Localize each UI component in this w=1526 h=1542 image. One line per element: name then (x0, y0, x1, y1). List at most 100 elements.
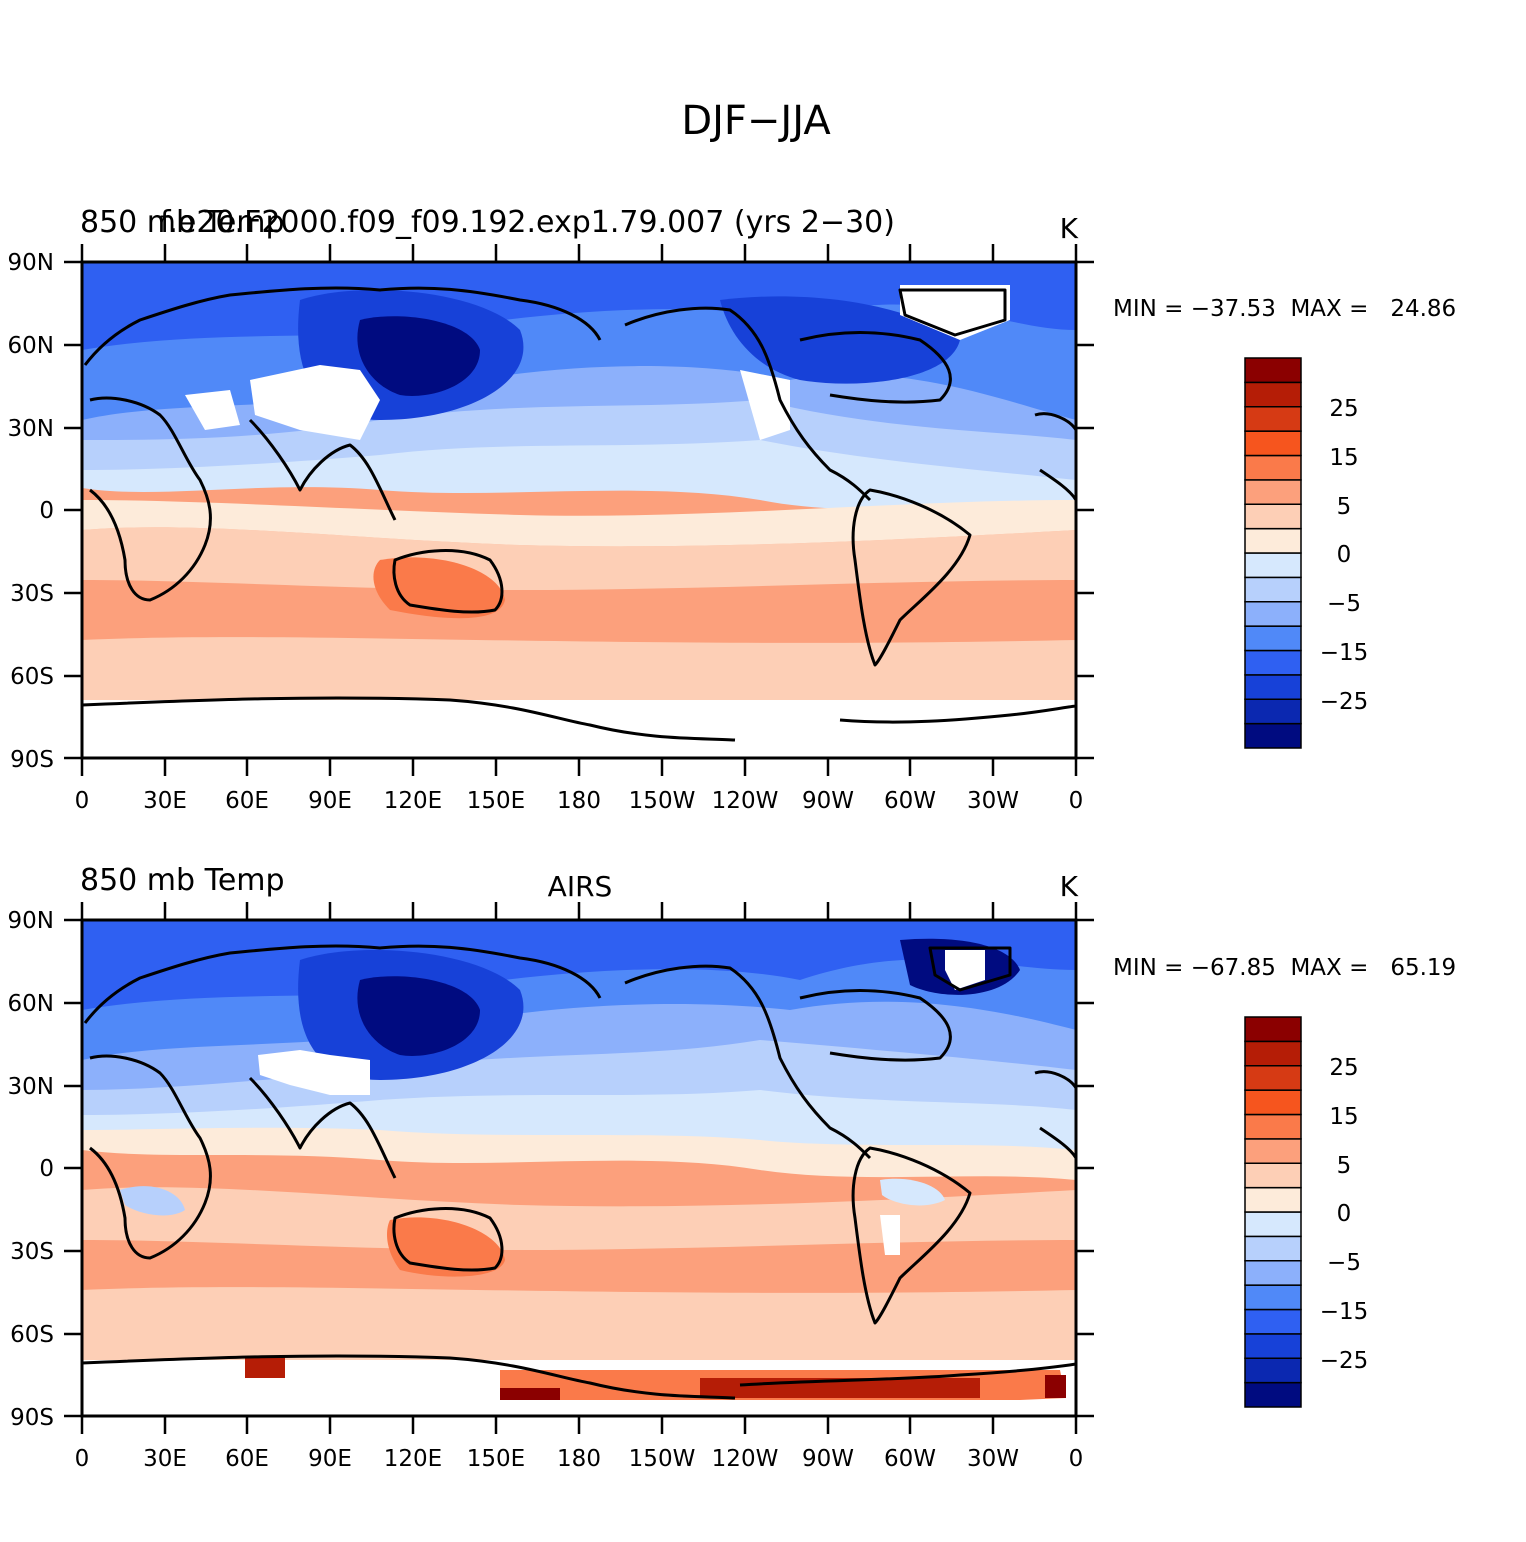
lon-tick-label: 0 (75, 1446, 90, 1472)
lon-tick-label: 150W (629, 788, 696, 814)
colorbar-swatch (1244, 1138, 1302, 1164)
panel-2-min-max: MIN = −67.85 MAX = 65.19 (1113, 955, 1456, 981)
panel-2-lon-axis: 0 30E 60E 90E 120E 150E 180 150W 120W 90… (75, 1446, 1084, 1472)
colorbar-swatch (1244, 1381, 1302, 1408)
colorbar-swatch (1244, 430, 1302, 457)
colorbar-swatch (1244, 406, 1302, 432)
panel-1-left-title: 850 mb Temp (80, 205, 285, 240)
colorbar-swatch (1244, 1308, 1302, 1335)
colorbar-swatch (1244, 1284, 1302, 1311)
lon-tick-label: 180 (557, 788, 601, 814)
colorbar-swatch (1244, 1016, 1302, 1043)
colorbar-label: 25 (1329, 396, 1358, 422)
colorbar-swatch (1244, 527, 1302, 554)
lon-tick-label: 60E (225, 1446, 269, 1472)
lon-tick-label: 90W (802, 1446, 854, 1472)
panel-2-ticks (64, 902, 1094, 1434)
panel-2-left-title: 850 mb Temp (80, 863, 285, 898)
panel-1-contour-field (82, 262, 1076, 758)
lon-tick-label: 120E (384, 1446, 442, 1472)
lat-tick-label: 90S (10, 1405, 54, 1431)
panel-1-ticks (64, 244, 1094, 776)
panel-2-colorbar: 25 15 5 0 −5 −15 −25 (1244, 1016, 1369, 1408)
panel-model: 850 mb Temp f.e20.F2000.f09_f09.192.exp1… (8, 205, 1457, 814)
colorbar-swatch (1244, 1260, 1302, 1286)
panel-1-units: K (1060, 212, 1079, 245)
lat-tick-label: 60S (10, 664, 54, 690)
colorbar-swatch (1244, 357, 1302, 384)
colorbar-swatch (1244, 1089, 1302, 1116)
lat-tick-label: 90S (10, 747, 54, 773)
lat-tick-label: 60S (10, 1322, 54, 1348)
lon-tick-label: 30E (143, 788, 187, 814)
colorbar-swatch (1244, 1113, 1302, 1140)
lat-tick-label: 60N (8, 991, 54, 1017)
colorbar-label: 25 (1329, 1055, 1358, 1081)
lat-tick-label: 0 (39, 1156, 54, 1182)
lat-tick-label: 30S (10, 1239, 54, 1265)
colorbar-swatch (1244, 625, 1302, 652)
lon-tick-label: 60W (884, 1446, 936, 1472)
colorbar-swatch (1244, 649, 1302, 676)
colorbar-label: −25 (1320, 1348, 1369, 1374)
colorbar-swatch (1244, 722, 1302, 749)
panel-1-lon-axis: 0 30E 60E 90E 120E 150E 180 150W 120W 90… (75, 788, 1084, 814)
colorbar-swatch (1244, 1186, 1302, 1213)
panel-1-overlay-title: f.e20.F2000.f09_f09.192.exp1.79.007 (yrs… (160, 205, 895, 240)
colorbar-label: 0 (1337, 542, 1352, 568)
colorbar-label: 15 (1329, 445, 1358, 471)
lon-tick-label: 30E (143, 1446, 187, 1472)
panel-1-lat-axis: 90N 60N 30N 0 30S 60S 90S (8, 250, 54, 773)
colorbar-swatch (1244, 698, 1302, 725)
colorbar-label: 0 (1337, 1201, 1352, 1227)
panel-1-min-max: MIN = −37.53 MAX = 24.86 (1113, 296, 1456, 322)
colorbar-swatch (1244, 1211, 1302, 1238)
lon-tick-label: 150E (467, 1446, 525, 1472)
panel-2-contour-field (82, 920, 1076, 1416)
colorbar-label: −15 (1320, 640, 1369, 666)
lat-tick-label: 30N (8, 416, 54, 442)
colorbar-label: 5 (1337, 1153, 1352, 1179)
lon-tick-label: 150E (467, 788, 525, 814)
colorbar-label: −5 (1327, 591, 1361, 617)
colorbar-label: 5 (1337, 494, 1352, 520)
lon-tick-label: 90E (308, 1446, 352, 1472)
figure-title: DJF−JJA (681, 98, 831, 144)
lon-tick-label: 0 (75, 788, 90, 814)
colorbar-swatch (1244, 479, 1302, 505)
colorbar-label: 15 (1329, 1104, 1358, 1130)
lon-tick-label: 0 (1069, 1446, 1084, 1472)
colorbar-swatch (1244, 552, 1302, 579)
colorbar-swatch (1244, 674, 1302, 700)
colorbar-label: −25 (1320, 689, 1369, 715)
lon-tick-label: 0 (1069, 788, 1084, 814)
colorbar-swatch (1244, 1065, 1302, 1091)
panel-2-units: K (1060, 870, 1079, 903)
lat-tick-label: 90N (8, 250, 54, 276)
colorbar-label: −15 (1320, 1299, 1369, 1325)
colorbar-swatch (1244, 503, 1302, 530)
panel-1-colorbar: 25 15 5 0 −5 −15 −25 (1244, 357, 1369, 749)
lon-tick-label: 120W (712, 1446, 779, 1472)
colorbar-swatch (1244, 1162, 1302, 1189)
colorbar-swatch (1244, 1235, 1302, 1262)
lat-tick-label: 30N (8, 1074, 54, 1100)
lon-tick-label: 30W (967, 788, 1019, 814)
lat-tick-label: 60N (8, 333, 54, 359)
colorbar-swatch (1244, 454, 1302, 481)
lon-tick-label: 120E (384, 788, 442, 814)
lat-tick-label: 90N (8, 908, 54, 934)
colorbar-swatch (1244, 1357, 1302, 1384)
colorbar-swatch (1244, 1333, 1302, 1359)
colorbar-swatch (1244, 381, 1302, 408)
lon-tick-label: 180 (557, 1446, 601, 1472)
lat-tick-label: 0 (39, 498, 54, 524)
panel-obs: 850 mb Temp AIRS K (8, 863, 1457, 1472)
lon-tick-label: 90W (802, 788, 854, 814)
lon-tick-label: 150W (629, 1446, 696, 1472)
lon-tick-label: 120W (712, 788, 779, 814)
lon-tick-label: 30W (967, 1446, 1019, 1472)
lon-tick-label: 60W (884, 788, 936, 814)
colorbar-swatch (1244, 576, 1302, 603)
